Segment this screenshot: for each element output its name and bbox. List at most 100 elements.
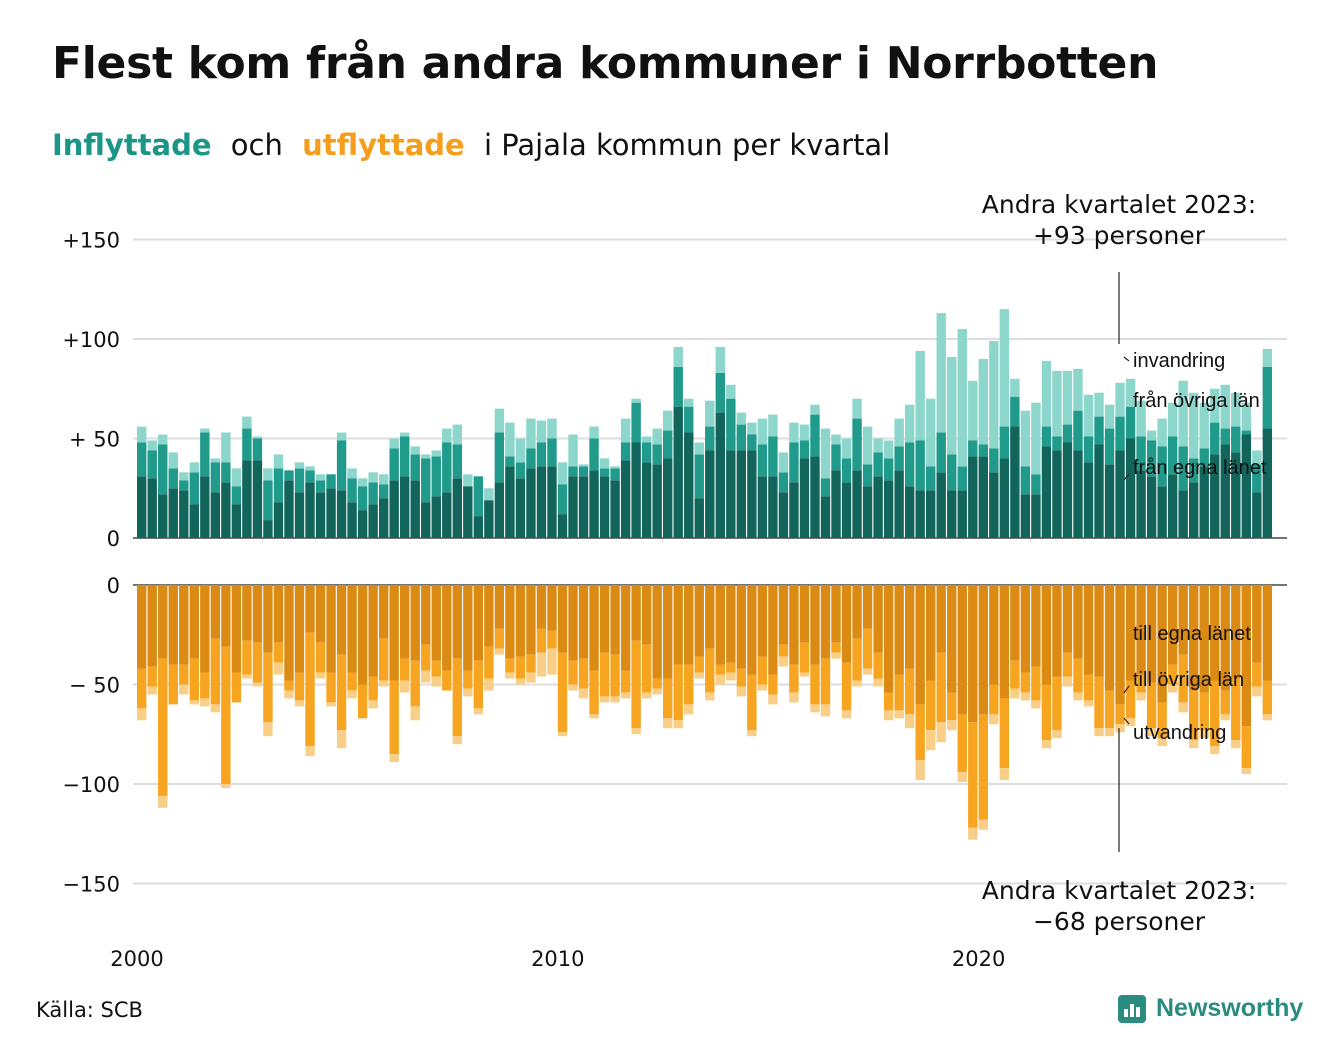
- outflow-bar-segment: [137, 708, 147, 721]
- inflow-bar-segment: [1083, 462, 1094, 538]
- outflow-bar-segment: [757, 585, 768, 657]
- inflow-bar-segment: [578, 466, 589, 477]
- inflow-bar-segment: [1041, 360, 1052, 427]
- outflow-bar-segment: [1031, 700, 1041, 709]
- outflow-bar-segment: [168, 585, 178, 665]
- outflow-bar-segment: [1262, 680, 1273, 715]
- outflow-bar-segment: [368, 676, 378, 701]
- inflow-bar-segment: [515, 478, 526, 538]
- outflow-bar-segment: [189, 585, 199, 659]
- outflow-bar-segment: [999, 698, 1010, 769]
- outflow-bar-segment: [347, 690, 357, 699]
- inflow-bar-segment: [673, 406, 683, 538]
- inflow-bar-segment: [389, 448, 399, 481]
- outflow-bar-segment: [726, 585, 736, 663]
- outflow-bar-segment: [378, 585, 389, 639]
- inflow-bar-segment: [820, 478, 831, 497]
- outflow-bar-segment: [137, 585, 147, 669]
- inflow-bar-segment: [410, 480, 420, 538]
- outflow-bar-segment: [904, 714, 915, 729]
- outflow-bar-segment: [1104, 690, 1115, 729]
- inflow-bar-segment: [568, 476, 578, 538]
- inflow-bar-segment: [221, 462, 231, 483]
- outflow-bar-segment: [1115, 704, 1125, 725]
- inflow-bar-segment: [484, 488, 494, 501]
- outflow-bar-segment: [273, 642, 284, 663]
- inflow-bar-segment: [1125, 406, 1136, 439]
- outflow-bar-segment: [294, 700, 305, 707]
- inflow-bar-segment: [789, 422, 799, 443]
- outflow-bar-segment: [1020, 585, 1031, 673]
- outflow-bar-segment: [1241, 585, 1251, 727]
- outflow-bar-segment: [1136, 585, 1146, 675]
- outflow-bar-segment: [578, 658, 589, 689]
- inflow-bar-segment: [883, 440, 894, 459]
- outflow-bar-segment: [252, 682, 263, 687]
- outflow-bar-segment: [284, 680, 294, 691]
- outflow-bar-segment: [631, 640, 641, 729]
- inflow-bar-segment: [694, 498, 704, 538]
- subtitle-utflyttade: utflyttade: [302, 128, 465, 162]
- inflow-bar-segment: [663, 458, 673, 538]
- inflow-bar-segment: [968, 440, 978, 457]
- outflow-bar-segment: [431, 660, 441, 677]
- outflow-bar-segment: [694, 585, 704, 657]
- outflow-bar-segment: [978, 585, 988, 715]
- outflow-bar-segment: [547, 648, 557, 675]
- outflow-bar-segment: [894, 674, 904, 711]
- inflow-bar-segment: [431, 496, 441, 538]
- outflow-bar-segment: [757, 684, 768, 691]
- outflow-bar-segment: [589, 714, 599, 719]
- outflow-bar-segment: [242, 585, 252, 641]
- inflow-bar-segment: [947, 454, 957, 491]
- outflow-bar-segment: [1231, 740, 1241, 749]
- outflow-bar-segment: [221, 585, 231, 647]
- outflow-bar-segment: [820, 658, 831, 705]
- y-tick-label: +150: [62, 229, 120, 253]
- inflow-bar-segment: [652, 428, 662, 445]
- outflow-bar-segment: [652, 688, 662, 695]
- inflow-bar-segment: [494, 482, 505, 538]
- outflow-bar-segment: [452, 585, 462, 659]
- outflow-bar-segment: [1104, 728, 1115, 737]
- outflow-bar-segment: [968, 722, 978, 828]
- inflow-bar-segment: [347, 502, 357, 538]
- outflow-bar-segment: [1252, 686, 1262, 697]
- inflow-bar-segment: [631, 442, 641, 538]
- inflow-bar-segment: [326, 488, 336, 538]
- outflow-bar-segment: [1210, 746, 1220, 755]
- outflow-bar-segment: [663, 718, 673, 729]
- outflow-bar-segment: [904, 585, 915, 669]
- y-tick-label: 0: [107, 574, 120, 598]
- outflow-bar-segment: [400, 585, 410, 659]
- outflow-bar-segment: [799, 585, 810, 643]
- inflow-bar-segment: [705, 400, 715, 427]
- inflow-bar-segment: [904, 486, 915, 538]
- inflow-bar-segment: [1241, 430, 1251, 435]
- outflow-bar-segment: [663, 678, 673, 719]
- inflow-bar-segment: [1241, 434, 1251, 538]
- outflow-bar-segment: [221, 646, 231, 784]
- inflow-bar-segment: [894, 470, 904, 538]
- x-tick-label: 2010: [531, 947, 584, 971]
- inflow-bar-segment: [400, 436, 410, 477]
- outflow-bar-segment: [1167, 585, 1178, 665]
- inflow-bar-segment: [1062, 442, 1073, 538]
- inflow-bar-segment: [894, 418, 904, 447]
- inflow-bar-segment: [831, 444, 841, 471]
- outflow-bar-segment: [968, 827, 978, 840]
- inflow-bar-segment: [1210, 388, 1220, 423]
- outflow-bar-segment: [1052, 730, 1062, 739]
- inflow-bar-segment: [1146, 440, 1157, 477]
- inflow-bar-segment: [315, 492, 326, 538]
- outflow-bar-segment: [442, 585, 452, 671]
- top-callout-line1: Andra kvartalet 2023:: [982, 190, 1256, 219]
- inflow-bar-segment: [400, 476, 410, 538]
- inflow-bar-segment: [589, 426, 599, 439]
- inflow-bar-segment: [1178, 490, 1188, 538]
- inflow-bar-segment: [1031, 474, 1041, 495]
- outflow-bar-segment: [1062, 585, 1073, 653]
- inflow-bar-segment: [368, 472, 378, 483]
- inflow-bar-segment: [820, 496, 831, 538]
- outflow-bar-segment: [305, 746, 315, 757]
